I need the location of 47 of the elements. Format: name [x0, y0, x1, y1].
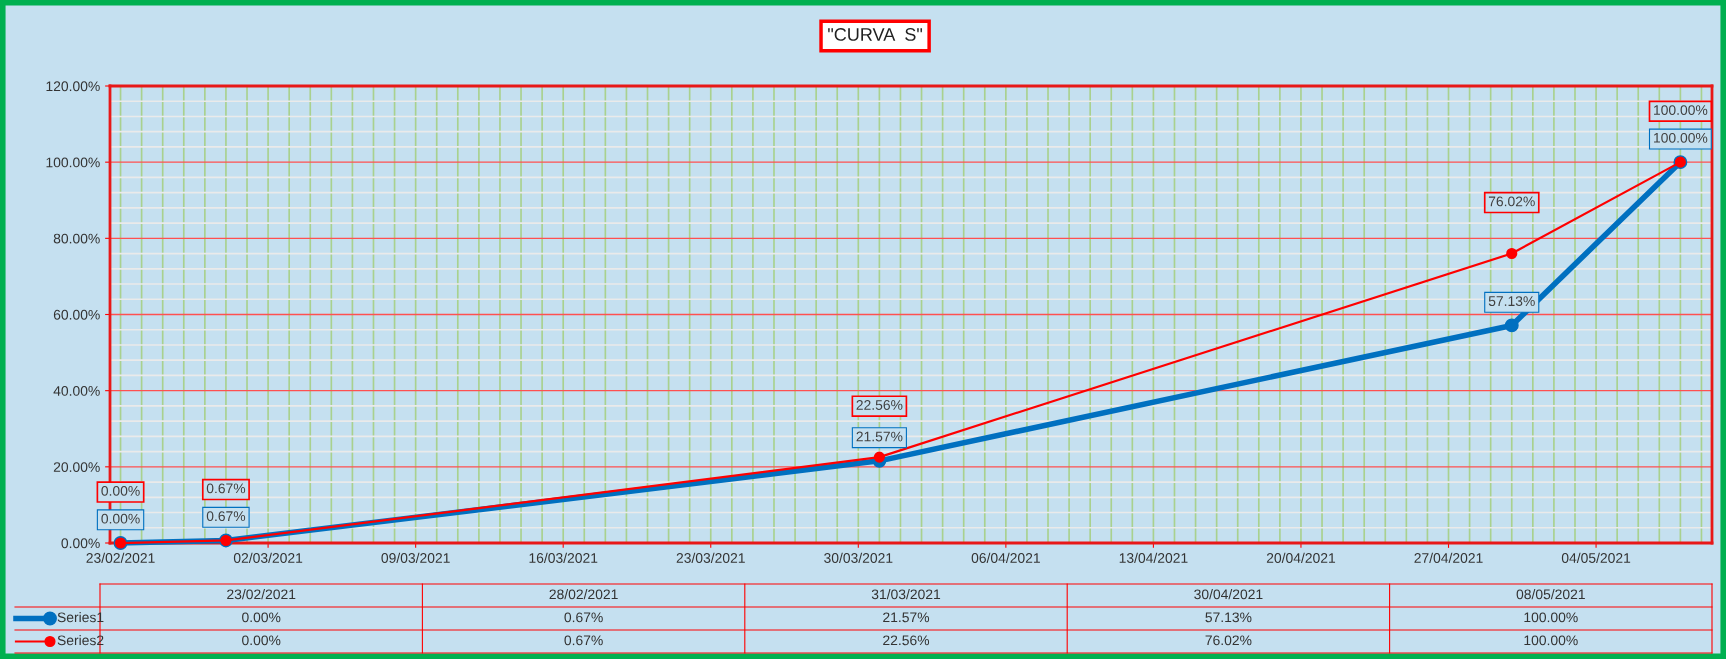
chart-title: "CURVA S"	[828, 28, 923, 41]
x-tick-label: 06/04/2021	[971, 552, 1040, 563]
y-tick-label: 40.00%	[53, 386, 100, 396]
y-tick-label: 60.00%	[53, 309, 100, 320]
data-label: 22.56%	[856, 400, 903, 410]
text: 0.67%	[564, 612, 603, 623]
data-label: 100.00%	[1654, 105, 1708, 115]
text: 08/05/2021	[1516, 589, 1585, 600]
text: 76.02%	[1205, 635, 1252, 646]
data-label: 21.57%	[856, 431, 903, 442]
text: 0.00%	[242, 635, 281, 646]
point	[873, 451, 885, 463]
data-label: 76.02%	[1488, 196, 1535, 207]
x-tick-label: 23/03/2021	[676, 552, 745, 563]
data-label: 100.00%	[1654, 132, 1708, 143]
x-tick-label: 09/03/2021	[381, 552, 450, 563]
x-tick-label: 16/03/2021	[529, 552, 598, 563]
x-tick-label: 13/04/2021	[1119, 552, 1188, 563]
text: 28/02/2021	[549, 589, 618, 600]
text: 57.13%	[1205, 612, 1252, 623]
point	[1506, 247, 1518, 260]
y-tick-label: 20.00%	[53, 462, 100, 472]
data-label: 0.67%	[206, 511, 246, 522]
data-label: 57.13%	[1488, 296, 1535, 307]
x-tick-label: 27/04/2021	[1414, 552, 1483, 563]
text: 22.56%	[883, 635, 930, 646]
text: 100.00%	[1524, 612, 1578, 623]
point	[1504, 318, 1519, 333]
text: 0.67%	[564, 635, 603, 646]
x-tick-label: 20/04/2021	[1266, 552, 1336, 563]
text: 100.00%	[1524, 635, 1578, 646]
text: 0.00%	[242, 612, 281, 623]
text: 21.57%	[883, 612, 930, 623]
text: 23/02/2021	[227, 589, 296, 600]
y-tick-label: 0.00%	[61, 538, 100, 549]
data-label: 0.67%	[206, 483, 246, 494]
text: 30/04/2021	[1194, 589, 1263, 600]
y-tick-label: 120.00%	[46, 81, 100, 92]
data-label: 0.00%	[101, 485, 140, 496]
text: 31/03/2021	[871, 589, 941, 600]
y-tick-label: 80.00%	[53, 233, 100, 244]
y-tick-label: 100.00%	[46, 157, 100, 168]
x-tick-label: 04/05/2021	[1561, 552, 1631, 563]
data-label: 0.00%	[101, 513, 140, 524]
x-tick-label: 02/03/2021	[233, 552, 303, 563]
x-tick-label: 30/03/2021	[824, 552, 893, 563]
x-tick-label: 23/02/2021	[86, 552, 155, 563]
